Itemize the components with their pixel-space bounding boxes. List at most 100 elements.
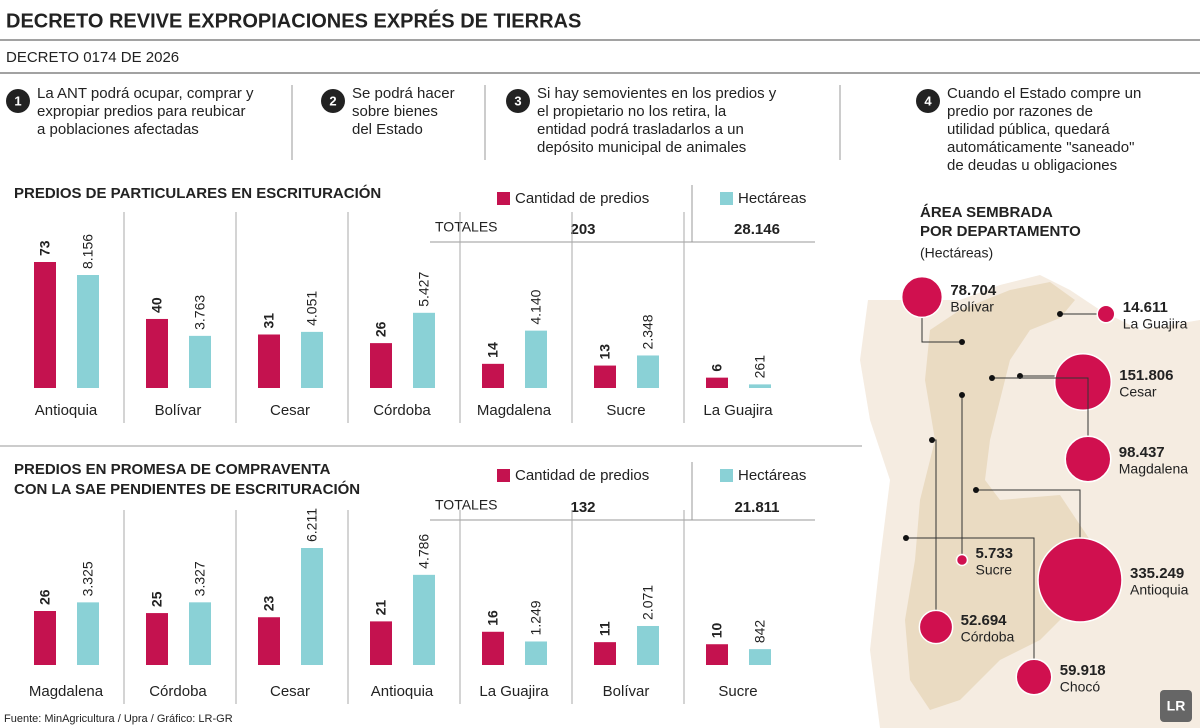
bar <box>706 644 728 665</box>
map-dot <box>1057 311 1063 317</box>
totals-value: 21.811 <box>734 499 779 516</box>
logo: LR <box>1167 698 1186 714</box>
legend-swatch <box>497 192 510 205</box>
bubble-label: Chocó <box>1060 679 1101 695</box>
point-text: La ANT podrá ocupar, comprar y <box>37 85 254 102</box>
point-text: de deudas u obligaciones <box>947 157 1117 174</box>
point-text: Cuando el Estado compre un <box>947 85 1141 102</box>
point-badge <box>321 89 345 113</box>
bar <box>34 262 56 388</box>
value-label: 3.763 <box>192 295 208 330</box>
value-label: 5.427 <box>416 272 432 307</box>
legend-swatch <box>720 192 733 205</box>
category-label: Bolívar <box>603 683 650 700</box>
category-label: Antioquia <box>35 402 98 419</box>
category-label: Córdoba <box>149 683 207 700</box>
value-label: 1.249 <box>528 600 544 635</box>
bar <box>482 363 504 388</box>
bar <box>301 548 323 665</box>
category-label: Magdalena <box>29 683 104 700</box>
source: Fuente: MinAgricultura / Upra / Gráfico:… <box>4 713 233 725</box>
bar <box>637 355 659 388</box>
bar <box>749 384 771 388</box>
bubble-label: La Guajira <box>1123 316 1188 332</box>
value-label: 10 <box>709 622 725 638</box>
bubble-value: 335.249 <box>1130 565 1184 582</box>
bubble <box>900 275 944 319</box>
value-label: 261 <box>752 355 768 379</box>
bubble <box>1015 658 1053 696</box>
legend-swatch <box>720 469 733 482</box>
bar <box>370 621 392 665</box>
chart-title: ÁREA SEMBRADA <box>920 204 1053 221</box>
category-label: Córdoba <box>373 402 431 419</box>
chart-title: PREDIOS DE PARTICULARES EN ESCRITURACIÓN <box>14 184 381 202</box>
value-label: 4.051 <box>304 291 320 326</box>
value-label: 8.156 <box>80 234 96 269</box>
category-label: Antioquia <box>371 683 434 700</box>
bar <box>749 649 771 665</box>
value-label: 11 <box>597 621 613 636</box>
chart-title: POR DEPARTAMENTO <box>920 223 1081 240</box>
bubble-value: 5.733 <box>975 545 1013 562</box>
legend-label: Cantidad de predios <box>515 467 649 484</box>
map-dot <box>903 535 909 541</box>
logo-box <box>1160 690 1192 722</box>
chart-subtitle: (Hectáreas) <box>920 245 993 261</box>
point-text: utilidad pública, quedará <box>947 121 1110 138</box>
bar <box>413 574 435 665</box>
value-label: 40 <box>149 297 165 313</box>
bar <box>146 318 168 388</box>
leader-line <box>906 537 1035 677</box>
point-text: Si hay semovientes en los predios y <box>537 85 777 102</box>
point-text: a poblaciones afectadas <box>37 121 199 138</box>
bar <box>258 334 280 388</box>
bubble-value: 59.918 <box>1060 662 1106 679</box>
point-text: el propietario no los retira, la <box>537 103 727 120</box>
bubble <box>918 609 954 645</box>
point-number: 1 <box>14 93 21 108</box>
point-text: depósito municipal de animales <box>537 139 746 156</box>
category-label: Cesar <box>270 683 310 700</box>
value-label: 3.327 <box>192 561 208 596</box>
value-label: 4.140 <box>528 289 544 324</box>
value-label: 14 <box>485 342 501 358</box>
point-text: Se podrá hacer <box>352 85 455 102</box>
bar <box>77 275 99 388</box>
category-label: Sucre <box>718 683 757 700</box>
category-label: Bolívar <box>155 402 202 419</box>
bubble-label: Córdoba <box>961 629 1015 645</box>
bubble-label: Bolívar <box>950 299 994 315</box>
bar <box>189 335 211 388</box>
bar <box>637 625 659 665</box>
value-label: 2.348 <box>640 314 656 349</box>
point-text: entidad podrá trasladarlos a un <box>537 121 744 138</box>
map-dot <box>929 437 935 443</box>
bubble-value: 151.806 <box>1119 367 1173 384</box>
bar <box>525 641 547 665</box>
bar <box>370 343 392 388</box>
bubble-label: Antioquia <box>1130 582 1189 598</box>
subtitle: DECRETO 0174 DE 2026 <box>6 49 179 66</box>
point-text: predio por razones de <box>947 103 1093 120</box>
bubble <box>955 553 969 567</box>
point-text: sobre bienes <box>352 103 438 120</box>
category-label: Sucre <box>606 402 645 419</box>
bar <box>482 631 504 665</box>
bubble <box>1064 435 1112 483</box>
leader-line <box>992 377 1089 459</box>
bubble-value: 78.704 <box>950 282 997 299</box>
category-label: Magdalena <box>477 402 552 419</box>
point-text: del Estado <box>352 121 423 138</box>
value-label: 13 <box>597 344 613 360</box>
bar <box>594 642 616 665</box>
point-number: 3 <box>514 93 521 108</box>
bar <box>594 365 616 388</box>
point-badge <box>506 89 530 113</box>
bubble <box>1053 352 1113 412</box>
value-label: 73 <box>37 240 53 256</box>
bubble <box>1037 537 1123 623</box>
bubble <box>1096 304 1116 324</box>
bar <box>34 611 56 665</box>
